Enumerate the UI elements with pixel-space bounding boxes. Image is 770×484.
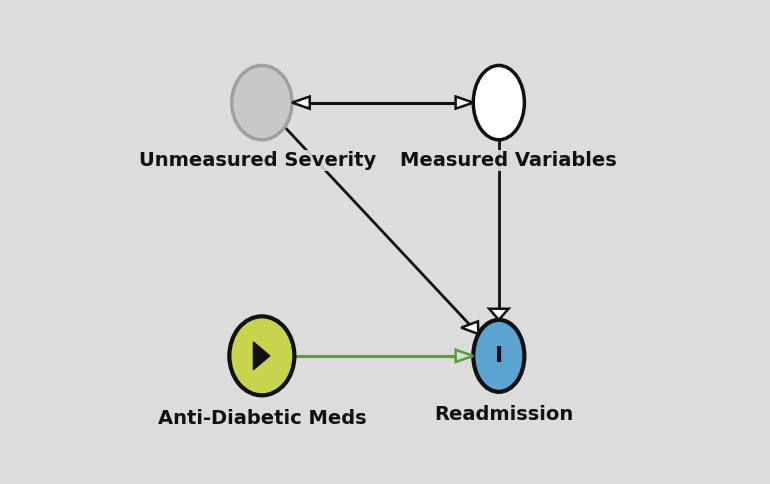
Text: I: I [495, 346, 503, 366]
Text: Readmission: Readmission [434, 405, 573, 424]
Text: Measured Variables: Measured Variables [400, 151, 617, 170]
Polygon shape [253, 342, 270, 370]
Polygon shape [461, 321, 478, 334]
Text: Anti-Diabetic Meds: Anti-Diabetic Meds [158, 409, 367, 428]
Polygon shape [489, 309, 508, 320]
Ellipse shape [232, 65, 292, 140]
Polygon shape [456, 96, 474, 109]
Ellipse shape [474, 65, 524, 140]
Ellipse shape [474, 320, 524, 392]
Polygon shape [292, 96, 310, 109]
Polygon shape [456, 350, 474, 362]
Ellipse shape [229, 317, 294, 395]
Text: Unmeasured Severity: Unmeasured Severity [139, 151, 376, 170]
